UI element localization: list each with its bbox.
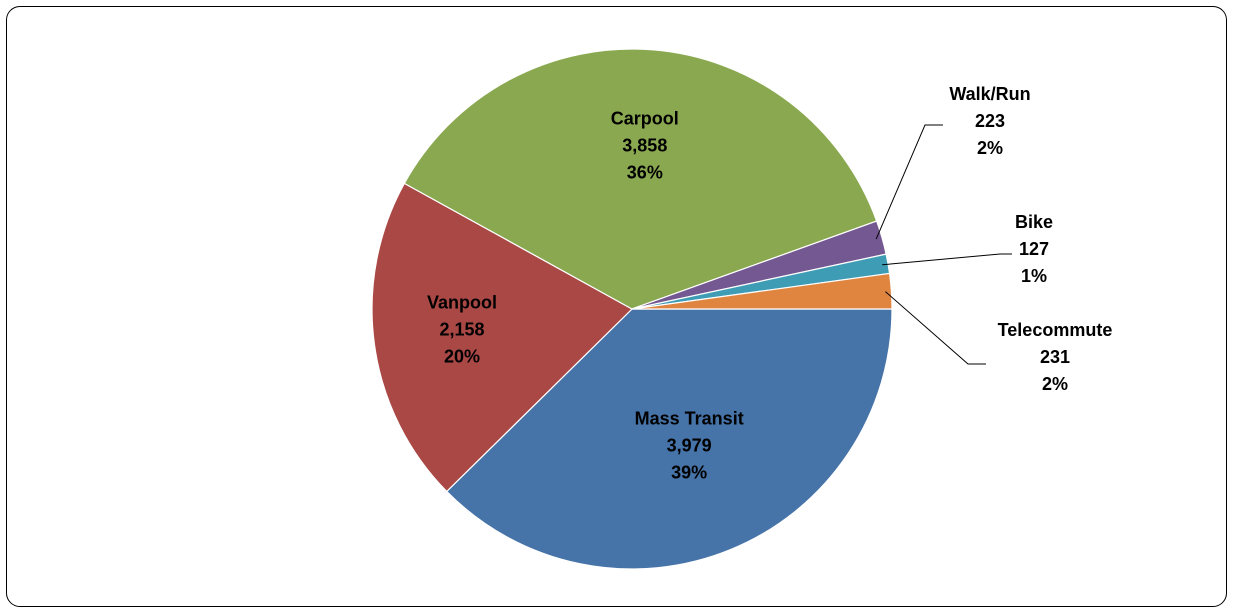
data-label-category-bike: Bike: [1015, 212, 1053, 232]
data-label-category-carpool: Carpool: [611, 108, 679, 128]
data-label-value-walk-run: 223: [975, 111, 1005, 131]
data-label-percent-carpool: 36%: [627, 162, 663, 182]
data-label-percent-walk-run: 2%: [977, 138, 1003, 158]
data-label-value-carpool: 3,858: [622, 135, 667, 155]
data-label-category-vanpool: Vanpool: [427, 292, 497, 312]
leader-line-walk-run: [876, 125, 943, 239]
data-label-percent-vanpool: 20%: [444, 346, 480, 366]
data-label-percent-telecommute: 2%: [1042, 374, 1068, 394]
data-label-category-mass-transit: Mass Transit: [635, 409, 744, 429]
data-label-value-vanpool: 2,158: [439, 319, 484, 339]
data-label-value-bike: 127: [1019, 239, 1049, 259]
data-label-category-walk-run: Walk/Run: [949, 84, 1030, 104]
leader-lines: [876, 125, 1012, 364]
leader-line-telecommute: [885, 292, 986, 364]
data-label-percent-mass-transit: 39%: [671, 463, 707, 483]
data-label-value-telecommute: 231: [1040, 347, 1070, 367]
data-label-value-mass-transit: 3,979: [667, 436, 712, 456]
data-label-percent-bike: 1%: [1021, 266, 1047, 286]
data-label-category-telecommute: Telecommute: [998, 320, 1113, 340]
leader-line-bike: [882, 254, 1012, 265]
